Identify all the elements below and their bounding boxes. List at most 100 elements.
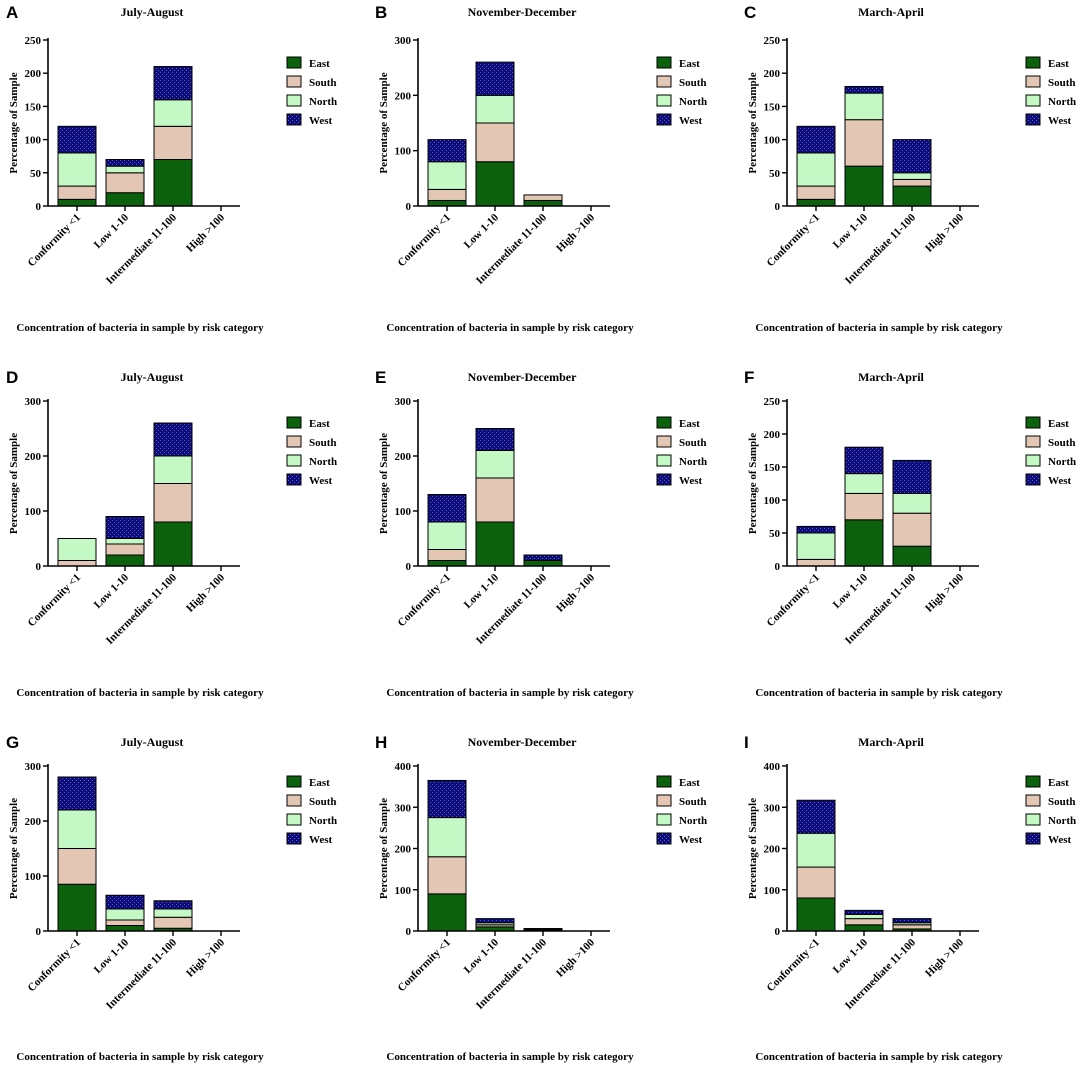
x-tick-label: Low 1-10: [831, 211, 871, 251]
bar-east: [844, 165, 884, 207]
legend-swatch-east: [286, 416, 302, 429]
x-tick-label: High >100: [554, 211, 597, 254]
y-axis-label: Percentage of Sample: [378, 798, 390, 899]
panel-letter: D: [6, 368, 18, 387]
y-tick-label: 200: [25, 68, 42, 80]
bar-south: [427, 856, 467, 895]
legend-swatch-west: [1025, 113, 1041, 126]
bar-west: [796, 125, 836, 154]
y-tick-label: 300: [395, 396, 412, 408]
chart-panel-a: A July-August 0 50 100 150 200 250 Conformity <1…: [6, 3, 337, 334]
x-tick-label: Low 1-10: [92, 211, 132, 251]
bar-east: [427, 560, 467, 567]
bar-south: [892, 512, 932, 547]
bar-east: [523, 199, 563, 207]
bar-south: [153, 916, 193, 929]
legend-swatch-north: [1025, 813, 1041, 826]
y-tick-label: 50: [769, 168, 781, 180]
x-tick-label: Low 1-10: [92, 571, 132, 611]
chart-panel-g: G July-August 0 100 200 300 Conformity <1 Low 1…: [6, 733, 337, 1063]
x-tick-label: High >100: [554, 936, 597, 979]
y-tick-label: 0: [775, 201, 781, 213]
x-tick-label: Low 1-10: [462, 211, 502, 251]
bar-west: [57, 125, 97, 154]
legend-swatch-west: [656, 473, 672, 486]
legend-label-south: South: [679, 77, 707, 89]
bar-east: [844, 519, 884, 567]
legend-label-west: West: [1048, 834, 1072, 846]
y-tick-label: 200: [764, 68, 781, 80]
bar-west: [105, 894, 145, 910]
panel-letter: E: [375, 368, 386, 387]
bar-east: [796, 198, 836, 207]
bar-north: [427, 161, 467, 190]
x-tick-label: High >100: [554, 571, 597, 614]
x-axis-label: Concentration of bacteria in sample by r…: [755, 1051, 1003, 1063]
panel-letter: G: [6, 733, 19, 752]
chart-title: July-August: [121, 370, 184, 384]
legend: East South North West: [656, 416, 707, 487]
bar-east: [475, 161, 515, 207]
legend: East South North West: [1025, 775, 1076, 846]
legend-label-south: South: [1048, 437, 1076, 449]
legend-swatch-south: [1025, 794, 1041, 807]
x-tick-label: Low 1-10: [831, 936, 871, 976]
bar-north: [796, 152, 836, 187]
legend-label-west: West: [309, 834, 333, 846]
bar-west: [844, 446, 884, 475]
legend-label-west: West: [1048, 115, 1072, 127]
legend-label-north: North: [679, 456, 707, 468]
legend: East South North West: [1025, 56, 1076, 127]
bar-west: [892, 139, 932, 174]
x-tick-label: Conformity <1: [395, 212, 453, 270]
legend-swatch-west: [286, 832, 302, 845]
bar-west: [427, 494, 467, 523]
chart-title: March-April: [858, 735, 924, 749]
legend-swatch-east: [656, 416, 672, 429]
y-axis-label: Percentage of Sample: [8, 72, 20, 173]
y-tick-label: 200: [764, 429, 781, 441]
bar-north: [844, 473, 884, 494]
y-tick-label: 200: [25, 816, 42, 828]
bar-south: [796, 866, 836, 899]
legend-swatch-west: [286, 473, 302, 486]
chart-title: July-August: [121, 735, 184, 749]
legend-label-east: East: [679, 418, 700, 430]
bar-south: [105, 172, 145, 194]
bar-east: [153, 159, 193, 207]
y-tick-label: 250: [764, 35, 781, 47]
y-tick-label: 0: [775, 926, 781, 938]
bar-south: [796, 185, 836, 200]
legend-swatch-west: [656, 113, 672, 126]
legend-label-south: South: [679, 796, 707, 808]
y-tick-label: 100: [764, 495, 781, 507]
y-axis-label: Percentage of Sample: [8, 433, 20, 534]
y-tick-label: 100: [395, 506, 412, 518]
y-tick-label: 100: [395, 885, 412, 897]
panel-letter: I: [744, 733, 749, 752]
x-axis-label: Concentration of bacteria in sample by r…: [755, 322, 1003, 334]
x-tick-label: Low 1-10: [462, 936, 502, 976]
bar-east: [892, 545, 932, 567]
x-axis-label: Concentration of bacteria in sample by r…: [16, 687, 264, 699]
bar-west: [427, 139, 467, 163]
legend-label-east: East: [679, 58, 700, 70]
x-tick-label: Conformity <1: [764, 572, 822, 630]
bar-south: [57, 185, 97, 200]
x-axis-label: Concentration of bacteria in sample by r…: [386, 687, 634, 699]
bar-north: [844, 914, 884, 920]
legend-label-east: East: [1048, 418, 1069, 430]
legend-label-west: West: [1048, 475, 1072, 487]
legend: East South North West: [1025, 416, 1076, 487]
chart-panel-d: D July-August 0 100 200 300 Conformity <1 Low 1…: [6, 368, 337, 699]
bar-east: [105, 192, 145, 207]
bar-north: [796, 832, 836, 868]
legend-swatch-north: [656, 813, 672, 826]
x-tick-label: High >100: [184, 936, 227, 979]
legend-label-south: South: [309, 796, 337, 808]
legend: East South North West: [656, 56, 707, 127]
bar-north: [796, 532, 836, 560]
legend: East South North West: [656, 775, 707, 846]
y-tick-label: 300: [764, 802, 781, 814]
